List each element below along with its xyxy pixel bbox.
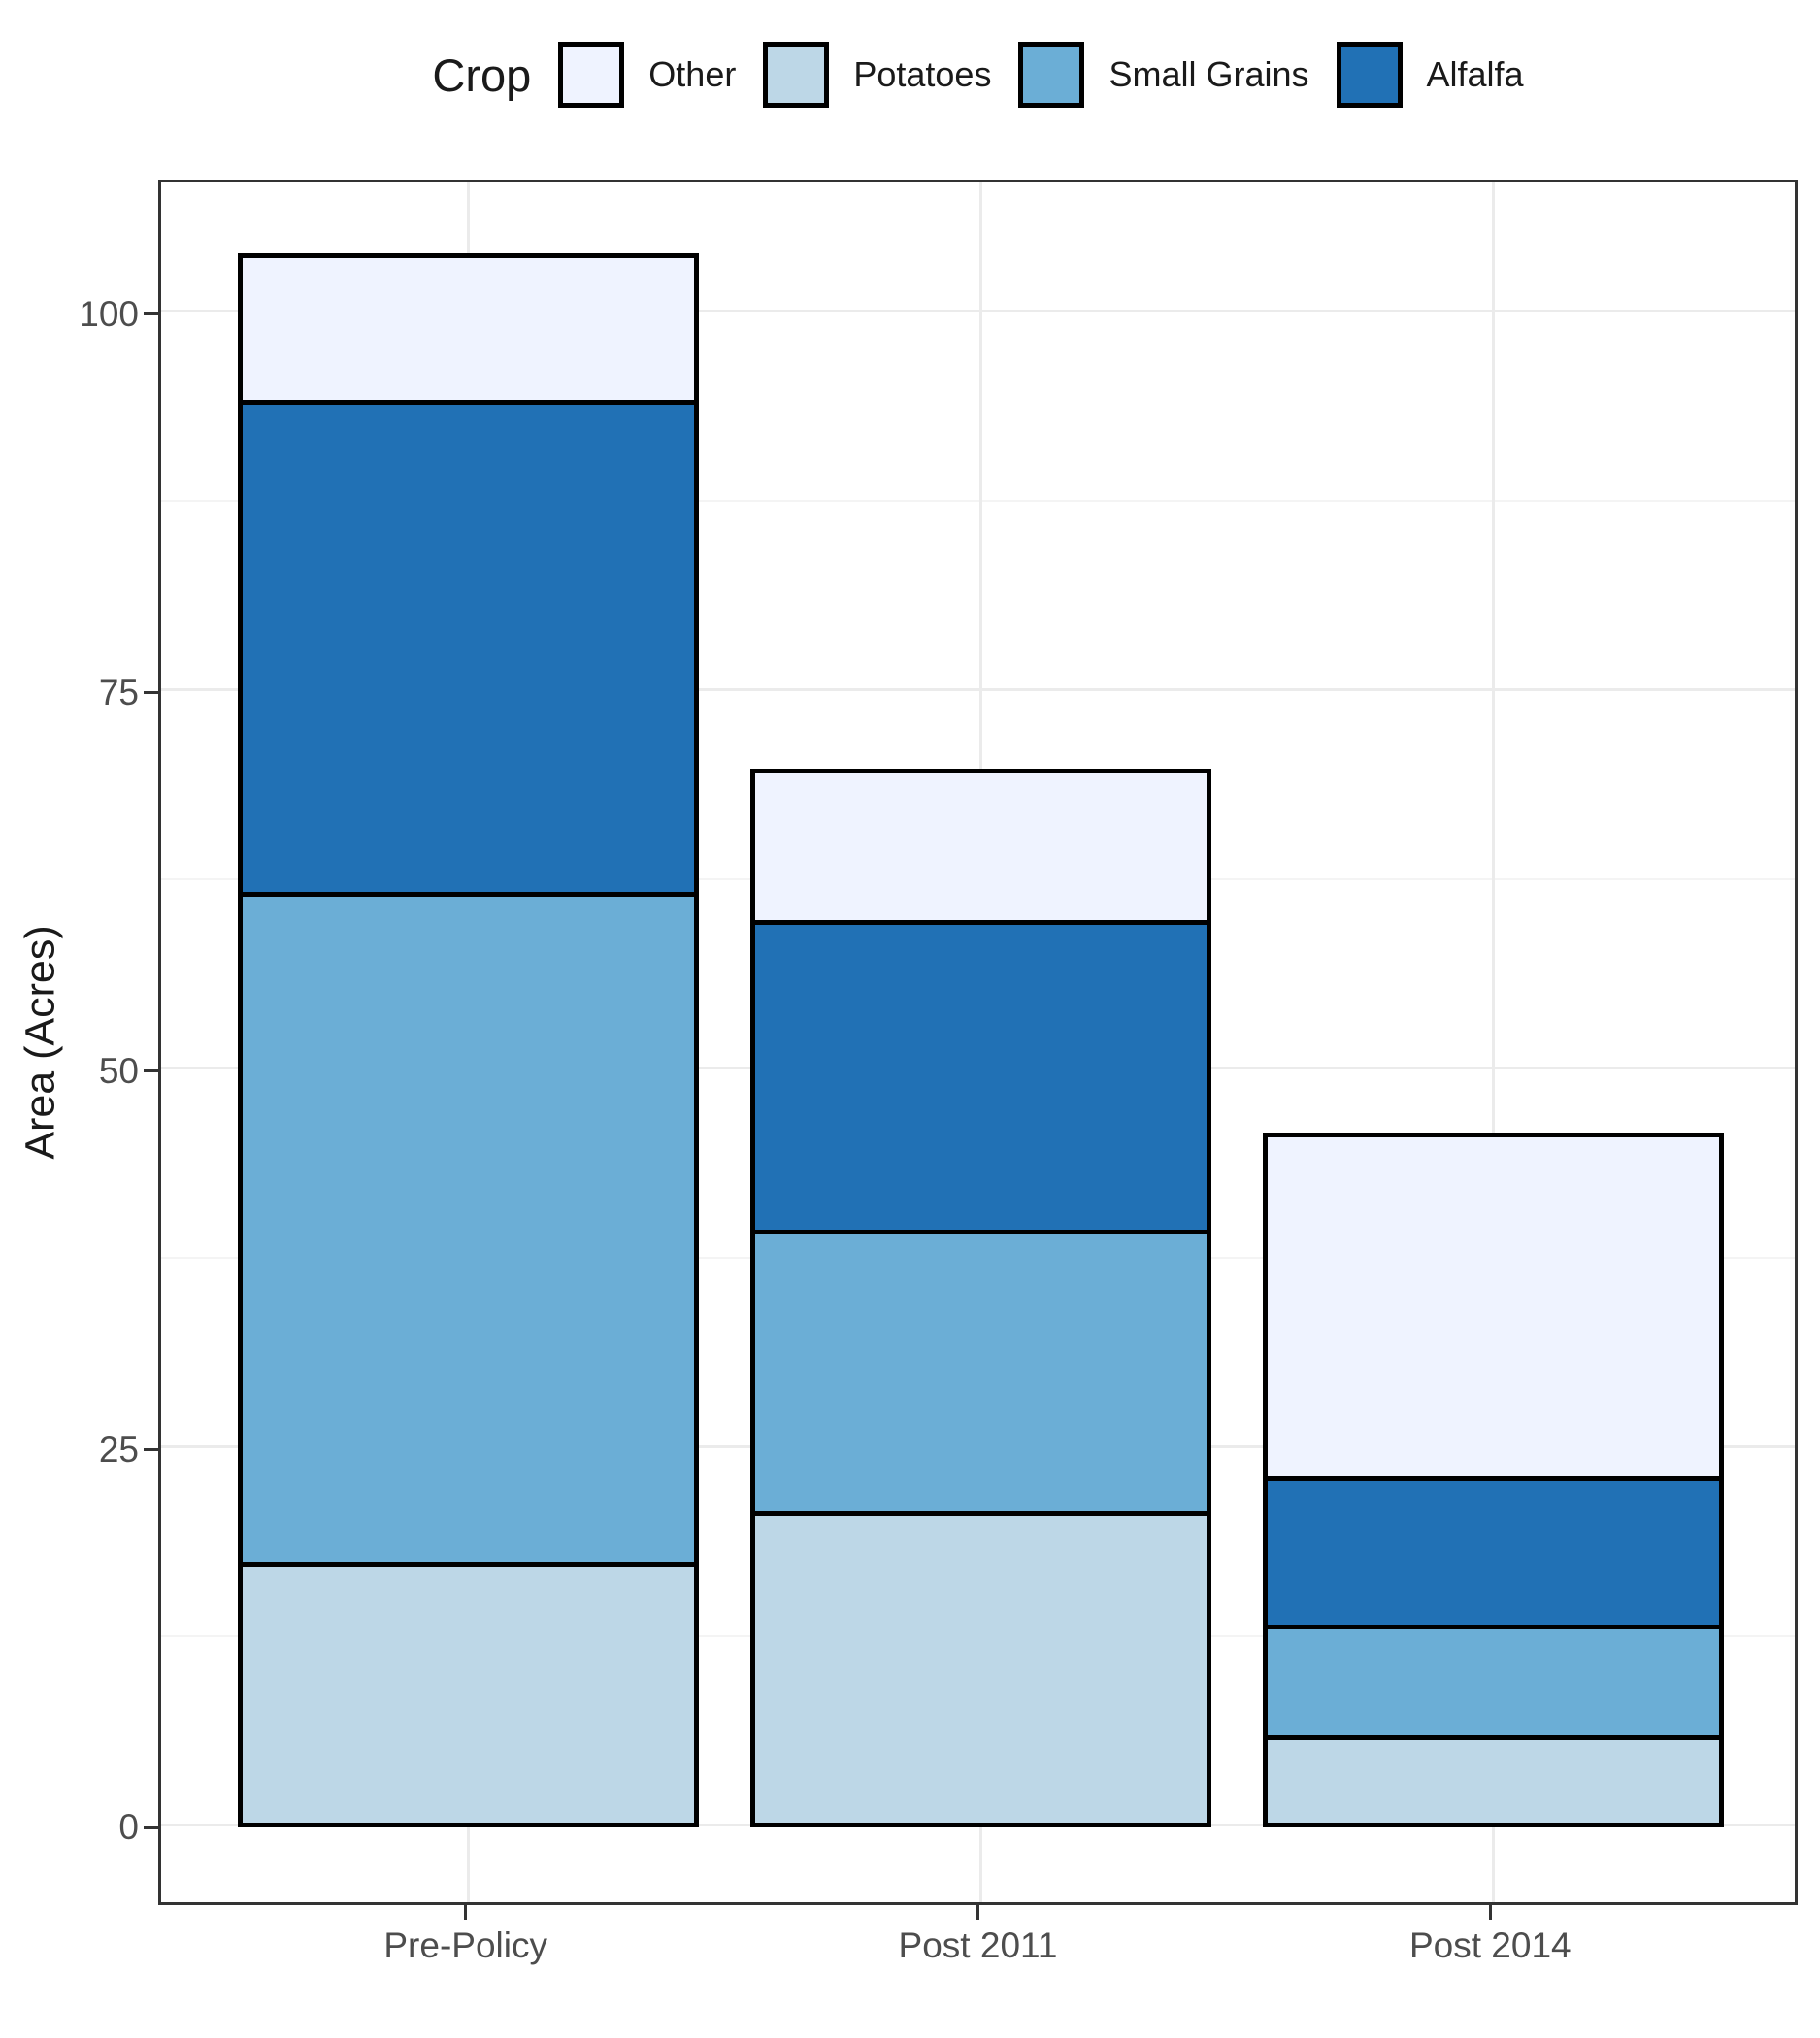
bar-segment-post-2014-potatoes (1262, 1734, 1724, 1827)
legend-label-alfalfa: Alfalfa (1426, 54, 1524, 94)
y-tick-label-75: 75 (98, 672, 139, 712)
bar-segment-post-2011-potatoes (749, 1510, 1212, 1827)
legend-label-small-grains: Small Grains (1109, 54, 1309, 94)
x-tick-label-pre-policy: Pre-Policy (383, 1925, 547, 1965)
legend-swatch-potatoes (763, 42, 830, 108)
legend-item-other: Other (558, 42, 736, 108)
y-tick-100 (144, 312, 158, 316)
legend-swatch-other (558, 42, 625, 108)
bar-segment-post-2014-other (1262, 1132, 1724, 1481)
bar-segment-post-2014-small-grains (1262, 1624, 1724, 1740)
x-tick-post-2011 (976, 1905, 979, 1920)
bar-segment-pre-policy-small-grains (238, 891, 700, 1567)
bar-segment-pre-policy-alfalfa (238, 399, 700, 897)
bar-segment-pre-policy-potatoes (238, 1561, 700, 1827)
y-tick-label-50: 50 (98, 1050, 139, 1091)
gridline-y-minor-87.5 (161, 499, 1795, 502)
gridline-y-major-100 (161, 310, 1795, 313)
x-tick-label-post-2014: Post 2014 (1408, 1925, 1572, 1965)
x-tick-post-2014 (1488, 1905, 1492, 1920)
y-tick-75 (144, 691, 158, 695)
plot-panel (158, 180, 1798, 1905)
y-tick-label-0: 0 (118, 1807, 139, 1848)
legend-label-other: Other (648, 54, 737, 94)
gridline-y-major-75 (161, 688, 1795, 692)
y-axis-title: Area (Acres) (17, 925, 64, 1160)
legend-item-alfalfa: Alfalfa (1336, 42, 1524, 108)
x-tick-label-post-2011: Post 2011 (898, 1925, 1058, 1965)
y-tick-0 (144, 1825, 158, 1829)
bar-segment-post-2011-other (749, 769, 1212, 926)
legend-label-potatoes: Potatoes (853, 54, 992, 94)
bar-segment-post-2014-alfalfa (1262, 1475, 1724, 1629)
legend-item-small-grains: Small Grains (1018, 42, 1309, 108)
y-tick-50 (144, 1069, 158, 1073)
bar-segment-post-2011-alfalfa (749, 920, 1212, 1234)
legend-swatch-alfalfa (1336, 42, 1403, 108)
bar-segment-pre-policy-other (238, 252, 700, 405)
gridline-x-post-2014 (1491, 182, 1495, 1902)
legend-title: Crop (432, 49, 532, 101)
y-tick-label-100: 100 (79, 293, 139, 334)
legend: Crop Other Potatoes Small Grains Alfalfa (158, 17, 1798, 132)
legend-swatch-small-grains (1018, 42, 1085, 108)
x-tick-pre-policy (464, 1905, 468, 1920)
bar-segment-post-2011-small-grains (749, 1229, 1212, 1516)
y-tick-25 (144, 1448, 158, 1452)
legend-item-potatoes: Potatoes (763, 42, 991, 108)
y-tick-label-25: 25 (98, 1429, 139, 1469)
